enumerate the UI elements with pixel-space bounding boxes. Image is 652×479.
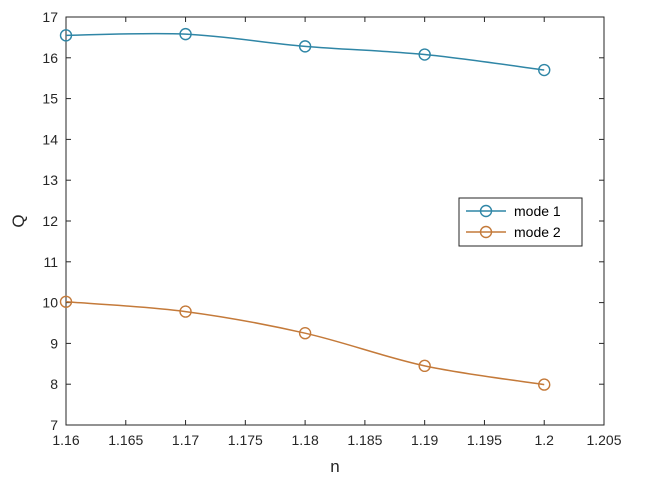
data-point-series-2	[179, 305, 192, 318]
y-axis-label: Q	[9, 214, 28, 227]
data-point-series-2	[538, 378, 551, 391]
data-point-series-2	[298, 327, 312, 340]
x-tick-label: 1.195	[467, 432, 502, 448]
x-tick-label: 1.19	[411, 432, 438, 448]
y-tick-label: 16	[42, 50, 58, 66]
series-line-2	[65, 301, 545, 386]
x-tick-label: 1.205	[586, 432, 621, 448]
legend-label-2: mode 2	[514, 224, 561, 240]
y-axis: 7 8 9 10 11 12 13 14 15 16 17	[42, 9, 604, 433]
x-tick-label: 1.17	[172, 432, 199, 448]
y-tick-label: 8	[50, 376, 58, 392]
x-axis: 1.16 1.165 1.17 1.175 1.18 1.185 1.19 1.195 1.2 1…	[52, 17, 622, 448]
legend-label-1: mode 1	[514, 203, 561, 219]
data-point-series-1	[538, 63, 551, 77]
legend-marker-2	[479, 225, 493, 239]
x-tick-label: 1.185	[347, 432, 382, 448]
y-tick-label: 7	[50, 417, 58, 433]
y-tick-label: 12	[42, 213, 58, 229]
legend: mode 1 mode 2	[458, 197, 583, 247]
x-axis-label: n	[330, 457, 339, 476]
y-tick-label: 11	[43, 254, 58, 270]
y-tick-label: 13	[42, 172, 58, 188]
data-point-series-1	[59, 29, 73, 42]
x-tick-label: 1.175	[228, 432, 263, 448]
x-tick-label: 1.18	[291, 432, 318, 448]
data-point-series-1	[298, 40, 312, 53]
y-tick-label: 9	[50, 335, 58, 351]
y-tick-label: 10	[42, 295, 58, 311]
x-tick-label: 1.2	[534, 432, 554, 448]
y-tick-label: 17	[42, 9, 58, 25]
legend-marker-1	[479, 204, 493, 218]
x-tick-label: 1.16	[52, 432, 79, 448]
y-tick-label: 14	[42, 131, 58, 147]
series-layer	[59, 27, 551, 391]
data-point-series-2	[418, 359, 431, 373]
data-point-series-1	[179, 27, 192, 41]
y-tick-label: 15	[42, 91, 58, 107]
legend-box	[458, 197, 583, 247]
series-line-1	[65, 32, 545, 71]
data-point-series-2	[59, 295, 73, 308]
data-point-series-1	[418, 48, 431, 61]
x-tick-label: 1.165	[108, 432, 143, 448]
